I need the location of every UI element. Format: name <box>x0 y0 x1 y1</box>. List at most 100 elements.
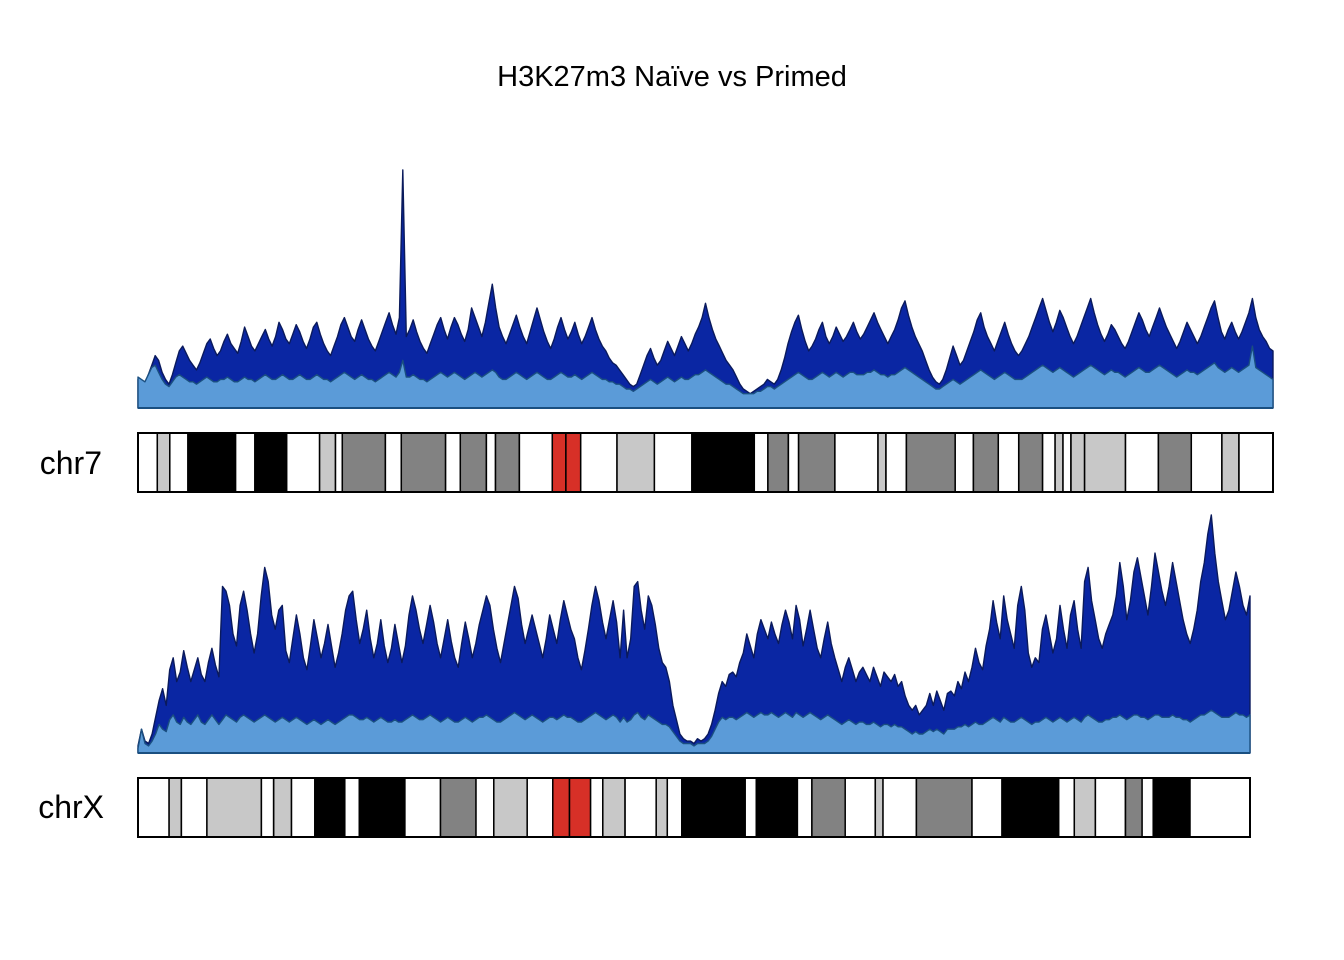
chr7-band-gpos50 <box>400 432 447 493</box>
chr7-band-gpos50 <box>1018 432 1044 493</box>
chr7-band-gpos25 <box>1054 432 1064 493</box>
chrX-signal-track <box>137 514 1251 754</box>
chrX-band-gpos50 <box>915 777 973 838</box>
chr7-band-gneg <box>234 432 256 493</box>
chr7-band-gpos25 <box>1070 432 1086 493</box>
chrX-ideogram <box>137 777 1251 838</box>
chrX-band-gneg <box>404 777 442 838</box>
chr7-band-gneg <box>444 432 462 493</box>
chr7-band-gneg <box>653 432 693 493</box>
chrX-band-gpos100 <box>1001 777 1060 838</box>
chr7-band-acen <box>565 432 582 493</box>
chr7-band-gpos100 <box>691 432 756 493</box>
chr7-band-gpos50 <box>767 432 790 493</box>
chrX-label: chrX <box>38 789 104 825</box>
chr7-band-gneg <box>137 432 159 493</box>
chr7-signal-track <box>137 169 1274 409</box>
chr7-band-gpos25 <box>318 432 337 493</box>
chrX-band-gneg <box>180 777 208 838</box>
chr7-band-gpos50 <box>1157 432 1193 493</box>
chrX-band-gpos100 <box>681 777 746 838</box>
chrX-band-gpos100 <box>358 777 406 838</box>
chrX-band-gpos50 <box>1124 777 1143 838</box>
chr7-band-gpos25 <box>877 432 887 493</box>
chrX-naive-area <box>137 514 1251 754</box>
chrX-band-gneg <box>1189 777 1251 838</box>
chr7-band-gneg <box>384 432 403 493</box>
chr7-band-gneg <box>518 432 554 493</box>
chrX-band-gpos25 <box>655 777 669 838</box>
chrX-band-gneg <box>137 777 170 838</box>
panel-chr7: chr7 <box>40 169 1274 493</box>
chr7-band-gneg <box>954 432 975 493</box>
chrX-band-gpos25 <box>493 777 528 838</box>
chr7-band-gneg <box>787 432 800 493</box>
chr7-ideogram <box>137 432 1274 493</box>
chr7-band-gpos100 <box>187 432 237 493</box>
chrX-band-gpos25 <box>602 777 626 838</box>
chr7-band-gpos50 <box>494 432 521 493</box>
chr7-label: chr7 <box>40 445 102 481</box>
chr7-band-gneg <box>285 432 321 493</box>
chr7-primed-area <box>137 345 1274 409</box>
chrX-band-gpos50 <box>439 777 477 838</box>
chr7-band-gneg <box>169 432 189 493</box>
chrX-band-gpos25 <box>272 777 293 838</box>
panel-chrX: chrX <box>38 514 1251 838</box>
chr7-band-gpos50 <box>459 432 488 493</box>
chr7-band-gneg <box>997 432 1020 493</box>
chr7-band-gneg <box>834 432 879 493</box>
chrX-band-gpos100 <box>755 777 799 838</box>
chr7-band-gneg <box>334 432 344 493</box>
chr7-band-gneg <box>1041 432 1056 493</box>
chr7-band-gneg <box>1238 432 1274 493</box>
chr7-band-gpos50 <box>972 432 1000 493</box>
chr7-band-gneg <box>1190 432 1223 493</box>
chr7-band-gpos50 <box>797 432 836 493</box>
chr7-band-gneg <box>485 432 497 493</box>
chrX-primed-area <box>137 709 1251 754</box>
chrX-band-acen <box>552 777 571 838</box>
chrX-band-gneg <box>475 777 495 838</box>
chr7-band-gpos100 <box>254 432 288 493</box>
chrX-band-gneg <box>666 777 683 838</box>
chrX-band-gpos25 <box>1073 777 1097 838</box>
chrX-band-gneg <box>344 777 361 838</box>
chrX-band-gneg <box>1057 777 1076 838</box>
chrX-band-gpos100 <box>314 777 346 838</box>
chrX-band-gneg <box>260 777 275 838</box>
chrX-band-gneg <box>290 777 316 838</box>
chrX-band-gneg <box>1094 777 1127 838</box>
chart-title: H3K27m3 Naïve vs Primed <box>497 61 847 93</box>
chrX-band-gpos25 <box>168 777 183 838</box>
chrX-band-acen <box>568 777 592 838</box>
chr7-band-gpos25 <box>156 432 171 493</box>
chr7-naive-area <box>137 169 1274 409</box>
chr7-band-acen <box>551 432 567 493</box>
chrX-band-gpos50 <box>811 777 847 838</box>
chr7-band-gneg <box>579 432 618 493</box>
chrX-band-gneg <box>744 777 758 838</box>
chrX-band-gneg <box>526 777 554 838</box>
chrX-band-gneg <box>844 777 876 838</box>
chrX-band-gneg <box>624 777 657 838</box>
chr7-band-gpos25 <box>1083 432 1127 493</box>
chrX-band-gpos25 <box>206 777 263 838</box>
chr7-band-gpos25 <box>1221 432 1240 493</box>
chrX-band-gneg <box>589 777 604 838</box>
chr7-band-gneg <box>753 432 769 493</box>
chr7-band-gneg <box>885 432 908 493</box>
chr7-band-gpos50 <box>905 432 956 493</box>
chr7-band-gpos50 <box>341 432 387 493</box>
chrX-band-gneg <box>796 777 813 838</box>
chrX-ideogram-outline <box>137 777 1251 838</box>
chrX-band-gpos100 <box>1152 777 1191 838</box>
chr7-band-gpos25 <box>616 432 656 493</box>
chr7-band-gneg <box>1062 432 1072 493</box>
chr7-band-gneg <box>1124 432 1160 493</box>
chrX-band-gneg <box>1141 777 1154 838</box>
chrX-band-gneg <box>882 777 918 838</box>
chrX-band-gpos25 <box>874 777 884 838</box>
chrX-band-gneg <box>971 777 1003 838</box>
